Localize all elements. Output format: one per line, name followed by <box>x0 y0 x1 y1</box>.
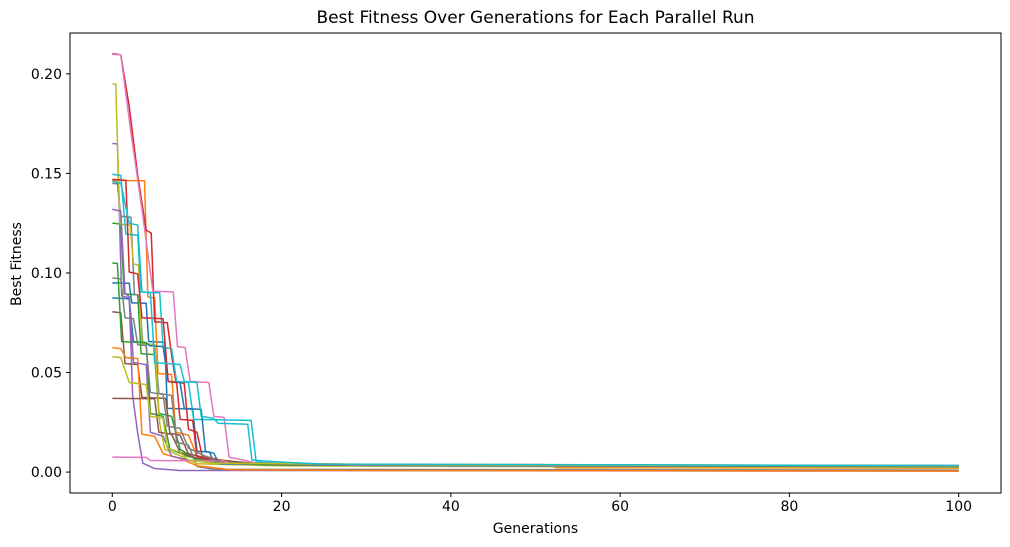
series-line-run-18 <box>112 277 959 467</box>
y-tick-label: 0.05 <box>31 366 62 382</box>
x-tick-label: 60 <box>611 499 629 515</box>
series-line-run-07 <box>112 53 959 468</box>
series-line-run-11 <box>112 297 959 468</box>
series-line-run-03 <box>112 222 959 468</box>
x-tick-label: 80 <box>780 499 798 515</box>
plot-border <box>69 32 1002 494</box>
series-line-run-20 <box>112 180 959 467</box>
series-line-run-13 <box>112 262 959 467</box>
series-line-run-16 <box>112 397 959 467</box>
series-line-run-06 <box>112 311 959 467</box>
series-line-run-01 <box>112 282 959 468</box>
y-axis-label: Best Fitness <box>9 222 25 306</box>
series-line-run-08 <box>112 182 959 471</box>
series-line-run-15 <box>112 208 959 467</box>
series-line-run-04 <box>112 52 959 468</box>
series-line-run-14 <box>112 178 959 467</box>
y-tick-label: 0.20 <box>31 67 62 83</box>
x-tick-label: 100 <box>945 499 972 515</box>
x-tick-label: 0 <box>108 499 117 515</box>
y-tick-label: 0.15 <box>31 166 62 182</box>
x-axis-label: Generations <box>492 521 579 537</box>
series-line-run-19 <box>112 355 959 467</box>
chart-title: Best Fitness Over Generations for Each P… <box>316 8 755 28</box>
x-tick-label: 40 <box>442 499 460 515</box>
series-line-run-12 <box>112 346 959 472</box>
series-line-run-05 <box>112 142 959 472</box>
series-line-run-02 <box>112 179 959 469</box>
series-line-run-10 <box>112 173 959 467</box>
y-tick-label: 0.10 <box>31 266 62 282</box>
y-tick-label: 0.00 <box>31 465 62 481</box>
x-tick-label: 20 <box>273 499 291 515</box>
series-line-run-09 <box>112 83 959 469</box>
